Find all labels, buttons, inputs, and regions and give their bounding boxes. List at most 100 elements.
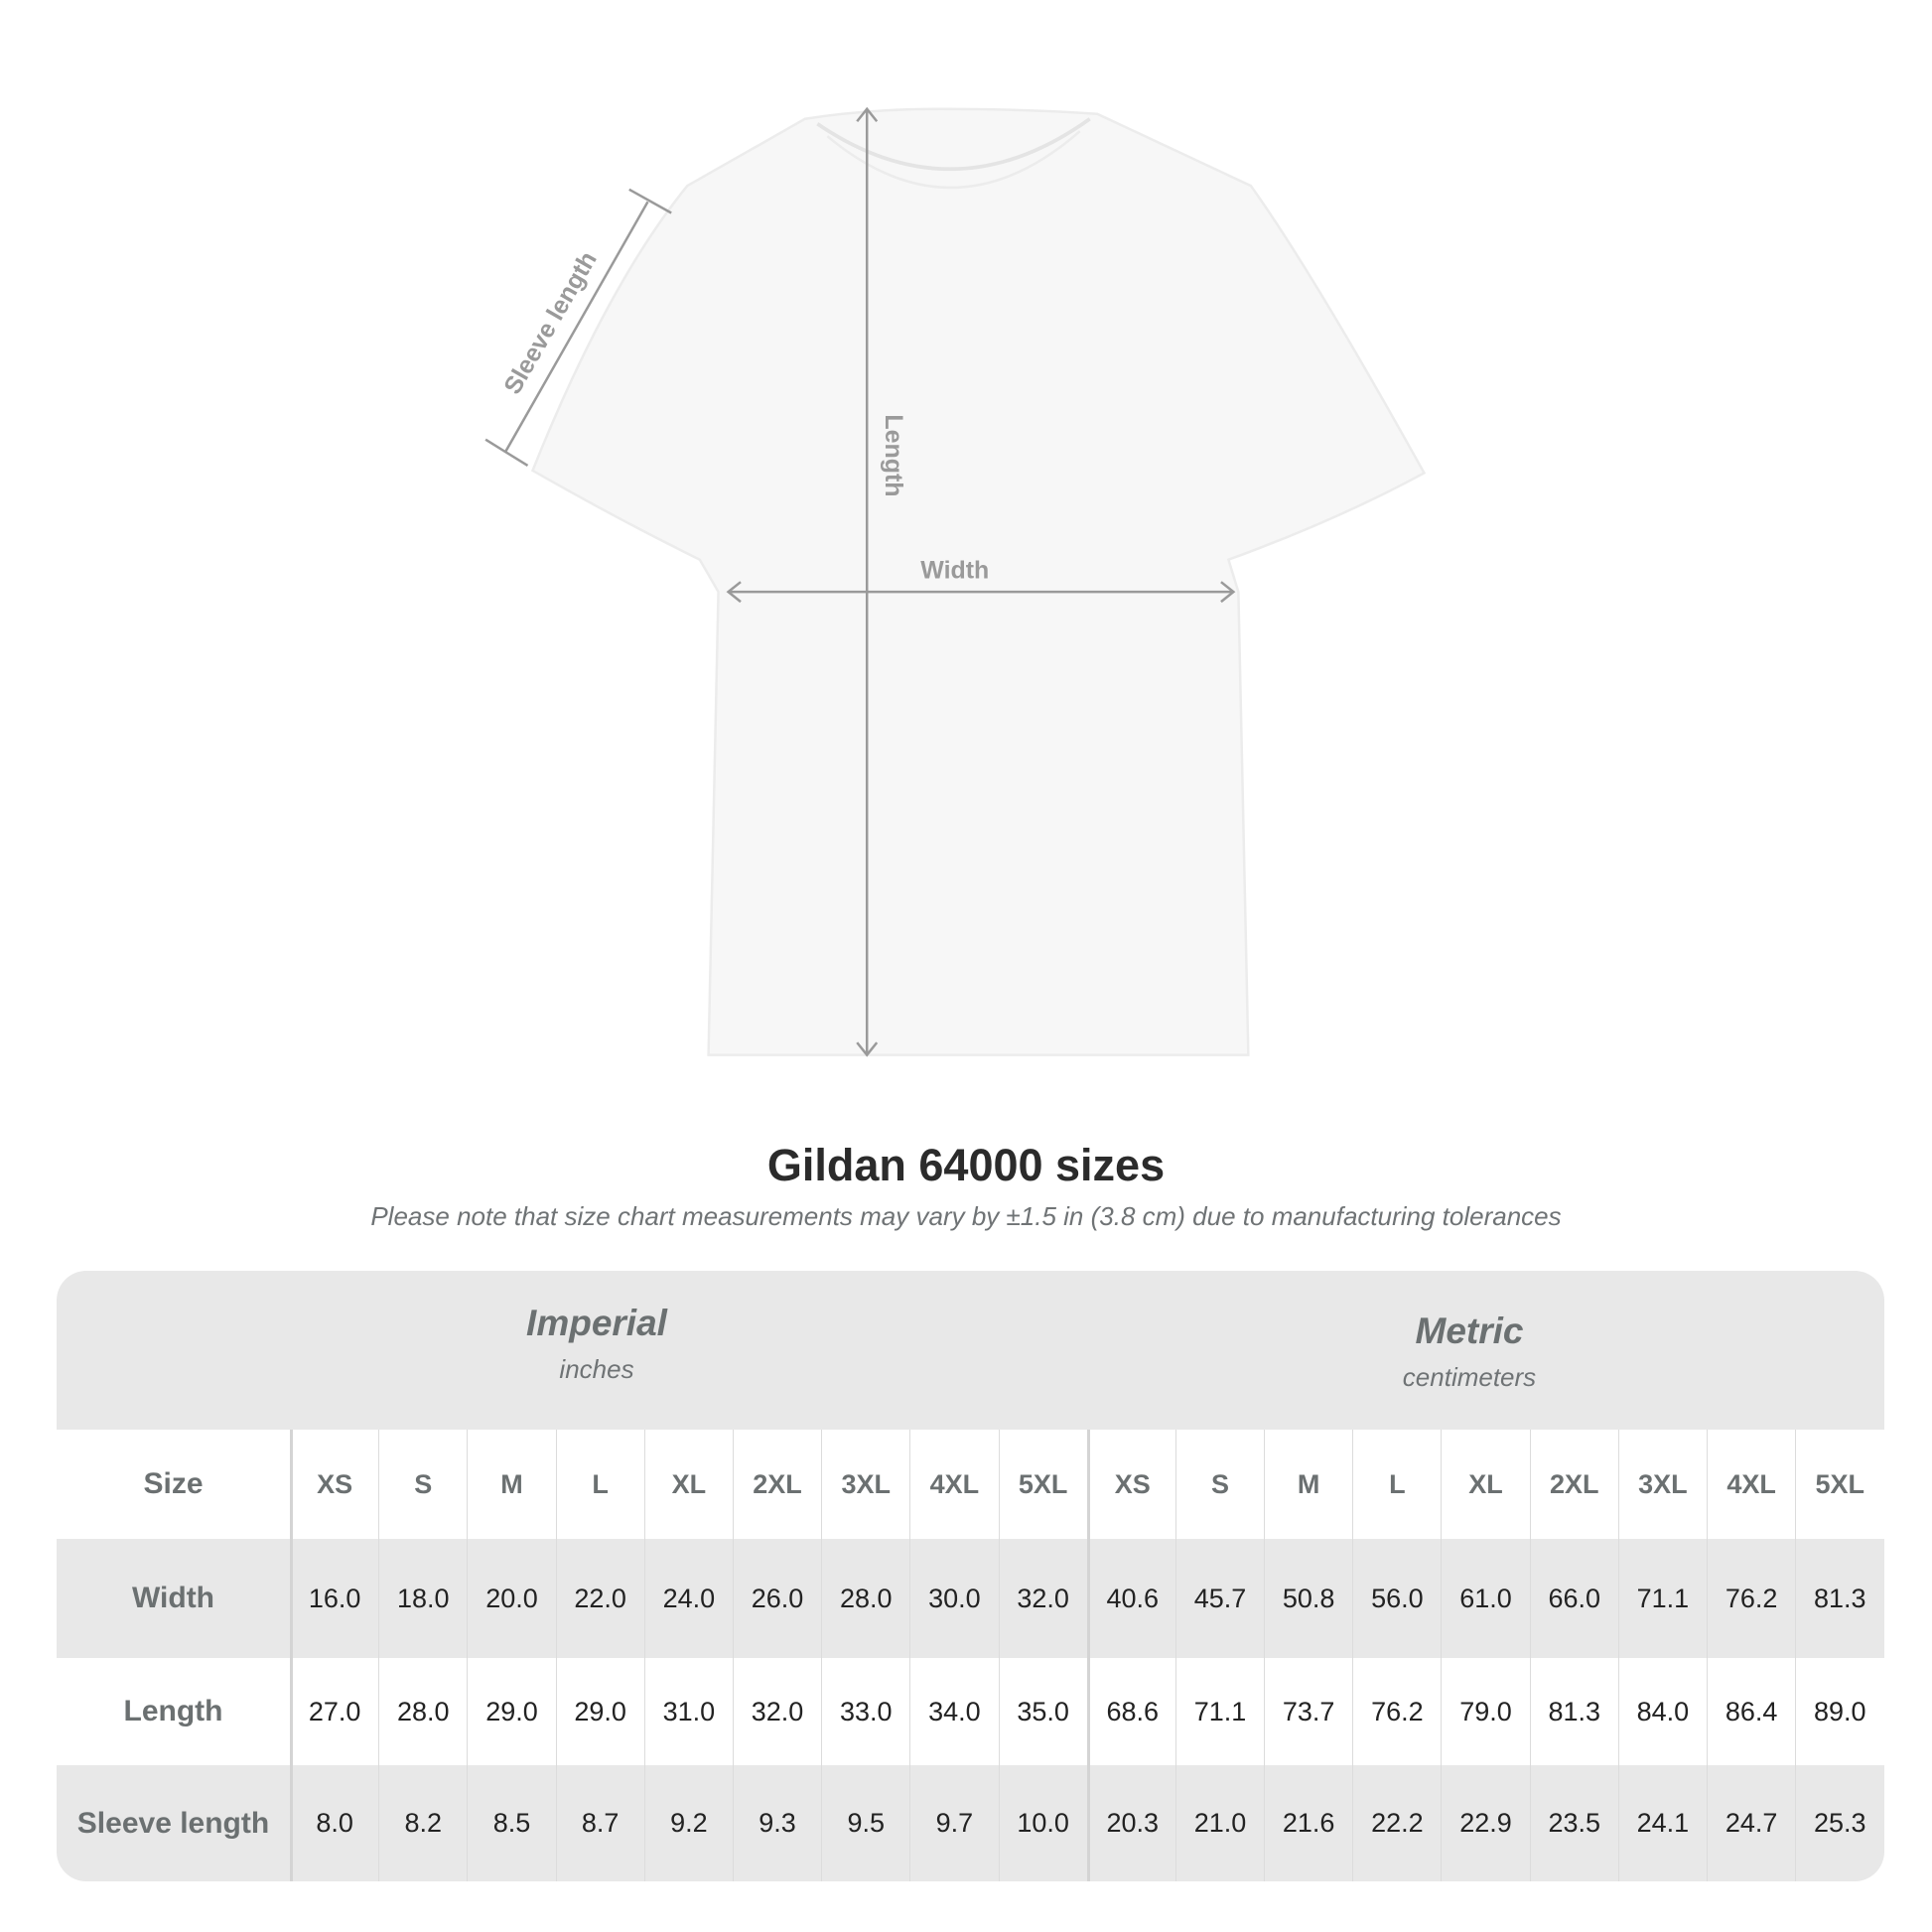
- collar: [816, 117, 1091, 172]
- metric-size-header: M: [1264, 1430, 1352, 1539]
- metric-value-cell: 56.0: [1352, 1539, 1441, 1658]
- metric-value-cell: 68.6: [1086, 1658, 1175, 1765]
- metric-value-cell: 81.3: [1795, 1539, 1883, 1658]
- imperial-size-header: XL: [643, 1430, 733, 1539]
- imperial-value-cell: 18.0: [378, 1539, 467, 1658]
- row-label: Width: [131, 1582, 215, 1614]
- metric-value-cell: 40.6: [1086, 1539, 1175, 1658]
- metric-value-cell: 79.0: [1441, 1658, 1529, 1765]
- imperial-value-cell: 9.2: [643, 1765, 733, 1881]
- imperial-value-cell: 8.0: [290, 1765, 378, 1881]
- imperial-value-cell: 8.5: [467, 1765, 555, 1881]
- metric-value-cell: 73.7: [1264, 1658, 1352, 1765]
- metric-value-cell: 86.4: [1707, 1658, 1795, 1765]
- imperial-value-cell: 28.0: [378, 1658, 467, 1765]
- metric-value-cell: 61.0: [1441, 1539, 1529, 1658]
- imperial-value-cell: 9.7: [909, 1765, 998, 1881]
- imperial-size-header: M: [467, 1430, 555, 1539]
- imperial-value-cell: 27.0: [290, 1658, 378, 1765]
- imperial-header: Imperial inches: [299, 1303, 895, 1385]
- size-table: Imperial inches Metric centimeters Size X…: [57, 1271, 1884, 1881]
- table-row-width: Width 16.0 18.0 20.0 22.0 24.0 26.0 28.0 30.0 32.…: [57, 1539, 1884, 1658]
- metric-size-header: 5XL: [1795, 1430, 1883, 1539]
- imperial-value-cell: 22.0: [555, 1539, 644, 1658]
- imperial-size-header: S: [378, 1430, 467, 1539]
- imperial-value-cell: 35.0: [998, 1658, 1087, 1765]
- length-arrowhead-bottom: [856, 1041, 879, 1057]
- page-title: Gildan 64000 sizes: [766, 1140, 1166, 1190]
- row-label: Length: [123, 1695, 223, 1727]
- sleeve-tick-bottom: [484, 438, 529, 467]
- tshirt-shape: [530, 107, 1427, 1056]
- tolerance-note: Please note that size chart measurements…: [370, 1201, 1562, 1231]
- imperial-size-header: 3XL: [821, 1430, 909, 1539]
- imperial-title: Imperial: [526, 1303, 667, 1343]
- metric-value-cell: 71.1: [1617, 1539, 1707, 1658]
- imperial-value-cell: 16.0: [290, 1539, 378, 1658]
- imperial-value-cell: 8.7: [555, 1765, 644, 1881]
- metric-value-cell: 24.7: [1707, 1765, 1795, 1881]
- row-label: Sleeve length: [76, 1806, 270, 1840]
- sleeve-tick-top: [628, 188, 672, 214]
- unit-header-band: [57, 1271, 1884, 1430]
- metric-value-cell: 66.0: [1529, 1539, 1618, 1658]
- width-arrowhead-left: [726, 581, 742, 604]
- imperial-value-cell: 29.0: [467, 1658, 555, 1765]
- imperial-value-cell: 8.2: [378, 1765, 467, 1881]
- metric-value-cell: 23.5: [1529, 1765, 1618, 1881]
- imperial-value-cell: 31.0: [643, 1658, 733, 1765]
- metric-size-header: XS: [1086, 1430, 1175, 1539]
- imperial-value-cell: 9.3: [732, 1765, 821, 1881]
- imperial-size-header: XS: [290, 1430, 378, 1539]
- metric-size-header: 4XL: [1707, 1430, 1795, 1539]
- metric-value-cell: 76.2: [1352, 1658, 1441, 1765]
- imperial-value-cell: 28.0: [821, 1539, 909, 1658]
- metric-value-cell: 22.9: [1441, 1765, 1529, 1881]
- width-arrowhead-right: [1220, 581, 1236, 604]
- metric-value-cell: 89.0: [1795, 1658, 1883, 1765]
- table-row-sleeve-length: Sleeve length 8.0 8.2 8.5 8.7 9.2 9.3 9.5 9.7 10.…: [57, 1765, 1884, 1881]
- imperial-unit: inches: [559, 1354, 634, 1384]
- imperial-size-header: 4XL: [909, 1430, 998, 1539]
- metric-size-header: 2XL: [1529, 1430, 1618, 1539]
- metric-unit: centimeters: [1402, 1362, 1537, 1392]
- metric-value-cell: 22.2: [1352, 1765, 1441, 1881]
- length-arrowhead-top: [856, 106, 879, 123]
- table-row-length: Length 27.0 28.0 29.0 29.0 31.0 32.0 33.0 34.0 35…: [57, 1658, 1884, 1765]
- sleeve-arrow: [503, 201, 649, 453]
- length-label: Length: [880, 414, 907, 496]
- width-label: Width: [920, 556, 989, 584]
- imperial-value-cell: 10.0: [998, 1765, 1087, 1881]
- size-label: Size: [143, 1467, 204, 1500]
- size-header-row: Size XS S M L XL 2XL 3XL 4XL 5XL XS S M L XL 2XL 3XL 4XL 5…: [57, 1430, 1884, 1539]
- tshirt-diagram: Length Width Sleeve length: [484, 106, 1427, 1057]
- metric-value-cell: 84.0: [1617, 1658, 1707, 1765]
- imperial-value-cell: 9.5: [821, 1765, 909, 1881]
- imperial-value-cell: 30.0: [909, 1539, 998, 1658]
- imperial-value-cell: 32.0: [732, 1658, 821, 1765]
- imperial-value-cell: 29.0: [555, 1658, 644, 1765]
- metric-value-cell: 50.8: [1264, 1539, 1352, 1658]
- metric-size-header: XL: [1441, 1430, 1529, 1539]
- metric-title: Metric: [1415, 1311, 1524, 1351]
- imperial-size-header: L: [555, 1430, 644, 1539]
- metric-size-header: L: [1352, 1430, 1441, 1539]
- metric-size-header: 3XL: [1617, 1430, 1707, 1539]
- metric-value-cell: 21.0: [1174, 1765, 1264, 1881]
- imperial-size-header: 5XL: [998, 1430, 1087, 1539]
- metric-value-cell: 20.3: [1086, 1765, 1175, 1881]
- imperial-value-cell: 34.0: [909, 1658, 998, 1765]
- label-column-divider: [290, 1430, 293, 1881]
- imperial-value-cell: 20.0: [467, 1539, 555, 1658]
- metric-value-cell: 76.2: [1707, 1539, 1795, 1658]
- metric-value-cell: 25.3: [1795, 1765, 1883, 1881]
- metric-value-cell: 71.1: [1174, 1658, 1264, 1765]
- imperial-value-cell: 33.0: [821, 1658, 909, 1765]
- metric-value-cell: 81.3: [1529, 1658, 1618, 1765]
- imperial-value-cell: 24.0: [643, 1539, 733, 1658]
- metric-header: Metric centimeters: [1172, 1311, 1767, 1393]
- imperial-value-cell: 32.0: [998, 1539, 1087, 1658]
- metric-size-header: S: [1174, 1430, 1264, 1539]
- imperial-value-cell: 26.0: [732, 1539, 821, 1658]
- metric-value-cell: 24.1: [1617, 1765, 1707, 1881]
